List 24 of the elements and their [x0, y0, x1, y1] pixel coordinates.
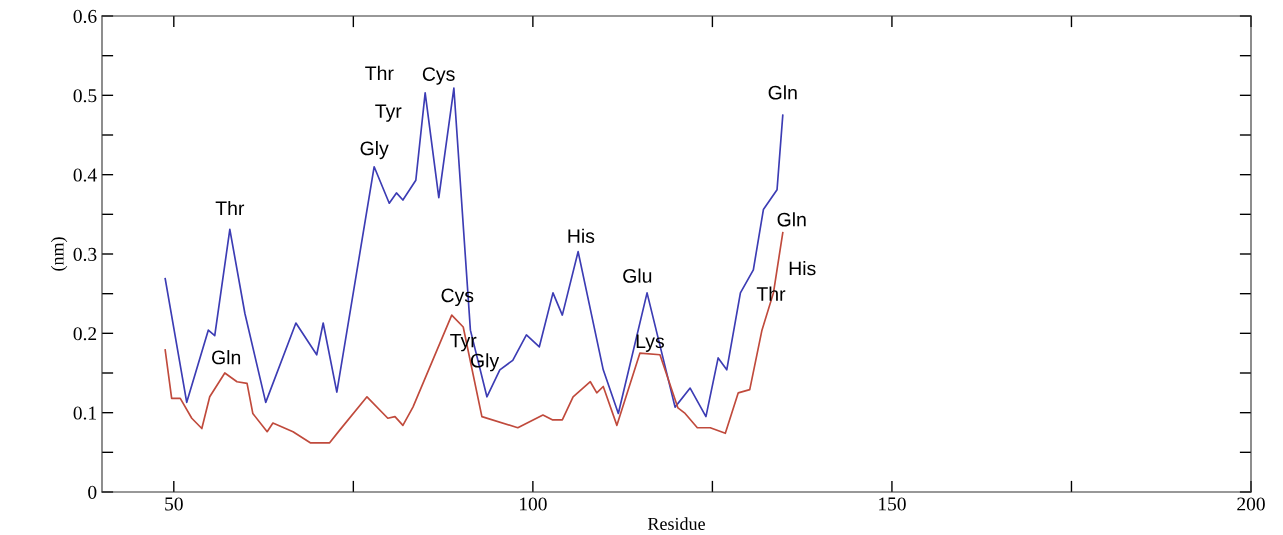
y-tick-label: 0.4 — [73, 168, 97, 182]
annotation: His — [789, 261, 816, 276]
x-axis-title: Residue — [647, 517, 705, 530]
y-tick-label: 0.1 — [73, 406, 96, 420]
annotation: Tyr — [375, 104, 402, 122]
x-tick-label: 50 — [165, 497, 183, 511]
y-tick-label: 0.2 — [73, 327, 97, 341]
annotation: Cys — [422, 67, 455, 85]
x-tick-label: 200 — [1237, 497, 1265, 511]
x-tick-label: 100 — [520, 497, 547, 511]
annotation: Thr — [365, 65, 394, 80]
y-tick-label: 0.6 — [73, 9, 97, 24]
y-tick-label: 0.5 — [73, 89, 97, 103]
y-tick-label: 0 — [88, 485, 97, 499]
annotation: Glu — [623, 268, 652, 283]
annotation: Thr — [215, 200, 245, 215]
annotation: Gly — [360, 141, 389, 160]
y-tick-label: 0.3 — [73, 247, 97, 262]
annotation: Gln — [777, 212, 806, 227]
annotation: Gln — [212, 350, 241, 365]
annotation: His — [568, 228, 595, 243]
y-axis-title: (nm) — [50, 237, 68, 271]
annotation: Gln — [768, 85, 797, 100]
x-tick-label: 150 — [879, 497, 906, 511]
